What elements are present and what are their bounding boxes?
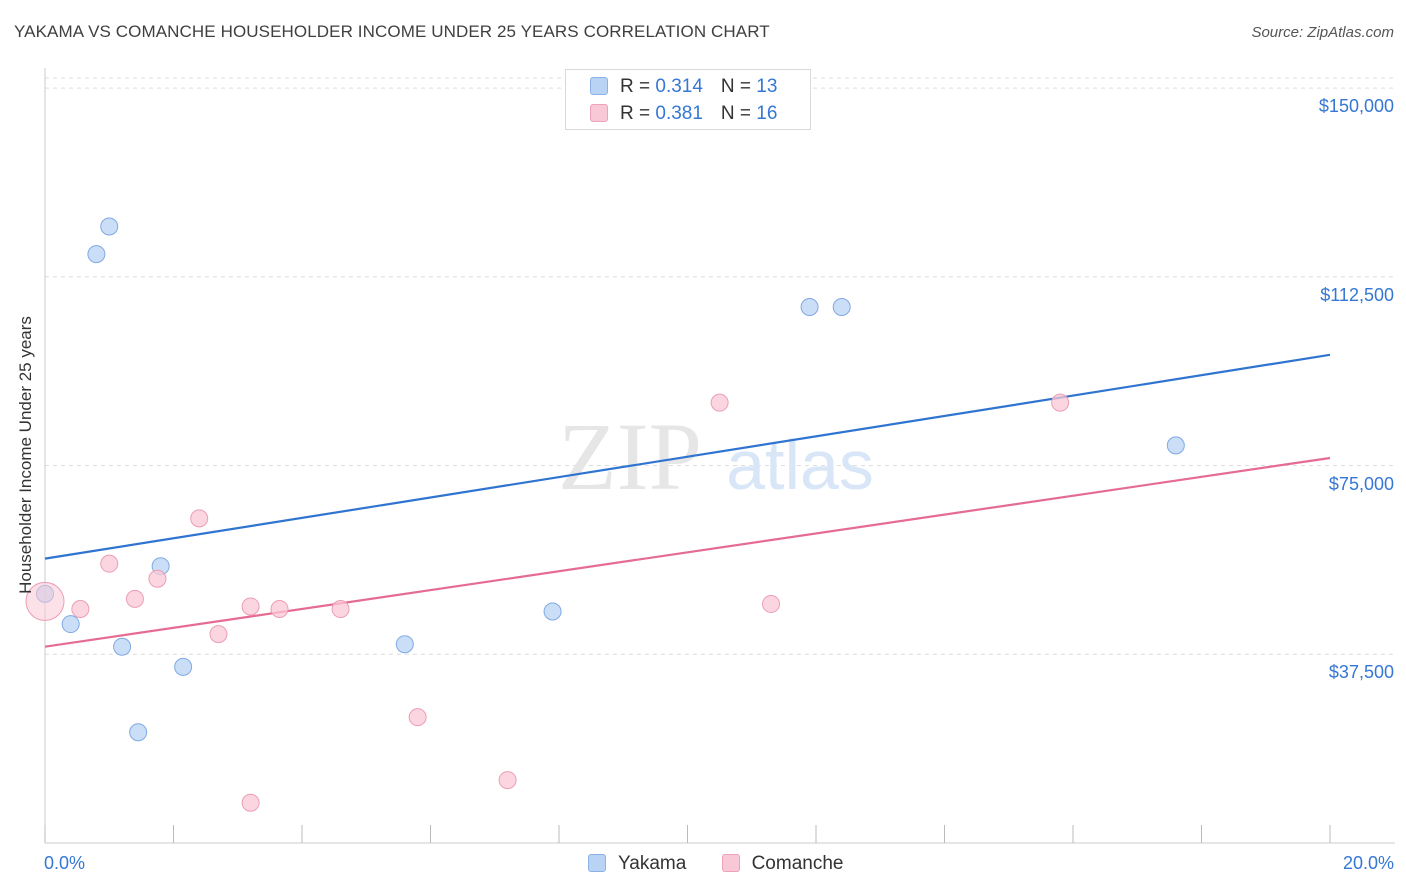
point-yakama-12 — [1166, 436, 1185, 455]
stats-row-comanche: R = 0.381 N = 16 — [590, 103, 777, 125]
chart-title: YAKAMA VS COMANCHE HOUSEHOLDER INCOME UN… — [14, 22, 770, 41]
y-axis-label: Householder Income Under 25 years — [16, 316, 35, 594]
comanche-swatch — [590, 104, 608, 122]
r-value: 0.314 — [655, 76, 703, 97]
point-yakama-3 — [100, 217, 119, 236]
point-comanche-1 — [71, 599, 90, 618]
n-label: N = — [720, 103, 757, 124]
data-points — [25, 217, 1185, 812]
r-label: R = — [620, 76, 656, 97]
legend-label-yakama: Yakama — [618, 853, 687, 874]
yakama-swatch — [588, 854, 606, 872]
trend-line-yakama — [44, 353, 1331, 560]
watermark-atlas: atlas — [726, 426, 874, 504]
r-label: R = — [620, 103, 656, 124]
watermark-zip: ZIP — [558, 403, 702, 510]
point-yakama-1 — [61, 615, 80, 634]
point-yakama-9 — [543, 602, 562, 621]
legend-item-comanche[interactable]: Comanche — [721, 853, 844, 875]
point-yakama-7 — [174, 657, 193, 676]
n-value: 13 — [756, 76, 778, 97]
watermark: ZIP atlas — [558, 403, 874, 510]
point-comanche-4 — [148, 569, 167, 588]
point-comanche-5 — [190, 509, 209, 528]
n-label: N = — [720, 76, 757, 97]
point-comanche-3 — [125, 589, 144, 608]
point-yakama-5 — [129, 723, 148, 742]
legend-item-yakama[interactable]: Yakama — [588, 853, 686, 875]
point-comanche-2 — [100, 554, 119, 573]
axes — [44, 68, 1395, 844]
point-comanche-9 — [270, 599, 289, 618]
point-yakama-2 — [87, 245, 106, 264]
point-yakama-10 — [800, 297, 819, 316]
stats-row-yakama: R = 0.314 N = 13 — [590, 76, 777, 98]
point-comanche-13 — [710, 393, 729, 412]
point-comanche-6 — [209, 625, 228, 644]
y-tick-label-1: $75,000 — [1328, 473, 1394, 494]
comanche-swatch — [721, 854, 740, 872]
series-legend: Yakama Comanche — [588, 853, 873, 875]
x-tick-label-max: 20.0% — [1342, 853, 1394, 873]
point-comanche-11 — [408, 708, 427, 727]
gridlines — [45, 77, 1395, 655]
stats-legend: R = 0.314 N = 13 R = 0.381 N = 16 — [565, 69, 811, 130]
y-tick-label-2: $112,500 — [1320, 284, 1394, 305]
x-tick-label-min: 0.0% — [44, 853, 86, 873]
point-yakama-8 — [395, 635, 414, 654]
point-comanche-7 — [241, 793, 260, 812]
point-comanche-14 — [762, 594, 781, 613]
point-comanche-8 — [241, 597, 260, 616]
point-comanche-0 — [25, 581, 65, 621]
yakama-swatch — [590, 77, 608, 95]
y-tick-label-3: $150,000 — [1318, 96, 1394, 117]
point-yakama-11 — [832, 297, 851, 316]
point-comanche-15 — [1051, 393, 1070, 412]
point-yakama-4 — [113, 637, 132, 656]
point-comanche-12 — [498, 771, 517, 790]
legend-label-comanche: Comanche — [751, 853, 844, 874]
trend-lines — [44, 353, 1331, 648]
n-value: 16 — [756, 103, 778, 124]
y-tick-label-0: $37,500 — [1328, 662, 1394, 683]
point-comanche-10 — [331, 599, 350, 618]
source-label: Source: ZipAtlas.com — [1251, 24, 1394, 41]
r-value: 0.381 — [655, 103, 703, 124]
trend-line-comanche — [44, 456, 1331, 648]
